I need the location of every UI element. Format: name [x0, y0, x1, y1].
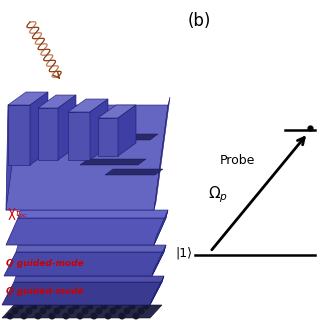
- Circle shape: [44, 302, 52, 309]
- Polygon shape: [80, 159, 146, 165]
- Polygon shape: [98, 118, 118, 156]
- Polygon shape: [68, 99, 108, 112]
- Polygon shape: [16, 245, 166, 252]
- Text: $t_{pc}$: $t_{pc}$: [15, 207, 28, 220]
- Polygon shape: [14, 276, 164, 282]
- Circle shape: [68, 308, 75, 315]
- Circle shape: [62, 313, 69, 319]
- Polygon shape: [18, 210, 168, 218]
- Circle shape: [95, 308, 102, 315]
- Circle shape: [129, 302, 135, 309]
- Polygon shape: [6, 105, 20, 210]
- Polygon shape: [8, 92, 48, 105]
- Polygon shape: [118, 105, 136, 156]
- Circle shape: [53, 308, 60, 315]
- Circle shape: [124, 308, 131, 315]
- Polygon shape: [2, 305, 162, 318]
- Circle shape: [142, 302, 149, 309]
- Polygon shape: [68, 112, 90, 160]
- Polygon shape: [6, 105, 168, 210]
- Circle shape: [118, 313, 125, 319]
- Text: |1⟩: |1⟩: [175, 246, 192, 260]
- Polygon shape: [58, 95, 76, 160]
- Circle shape: [17, 302, 23, 309]
- Circle shape: [105, 313, 111, 319]
- Text: $\Omega_p$: $\Omega_p$: [208, 185, 228, 205]
- Circle shape: [30, 302, 37, 309]
- Circle shape: [26, 308, 33, 315]
- Polygon shape: [4, 252, 164, 276]
- Polygon shape: [152, 245, 166, 276]
- Circle shape: [132, 313, 140, 319]
- Polygon shape: [154, 210, 168, 245]
- Circle shape: [35, 313, 42, 319]
- Circle shape: [73, 302, 79, 309]
- Circle shape: [20, 313, 28, 319]
- Polygon shape: [38, 108, 58, 160]
- Circle shape: [138, 308, 145, 315]
- Polygon shape: [90, 99, 108, 160]
- Circle shape: [86, 302, 93, 309]
- Text: Probe: Probe: [220, 154, 255, 166]
- Polygon shape: [6, 218, 166, 245]
- Circle shape: [100, 302, 108, 309]
- Polygon shape: [2, 282, 162, 305]
- Circle shape: [91, 313, 98, 319]
- Polygon shape: [38, 95, 76, 108]
- Text: Q guided-mode: Q guided-mode: [6, 286, 84, 295]
- Circle shape: [76, 313, 84, 319]
- Polygon shape: [154, 97, 170, 210]
- Polygon shape: [98, 105, 136, 118]
- Polygon shape: [150, 276, 164, 305]
- Polygon shape: [30, 92, 48, 165]
- Polygon shape: [105, 169, 163, 175]
- Polygon shape: [95, 134, 158, 140]
- Circle shape: [109, 308, 116, 315]
- Text: Q guided-mode: Q guided-mode: [6, 260, 84, 268]
- Circle shape: [39, 308, 46, 315]
- Circle shape: [49, 313, 55, 319]
- Circle shape: [59, 302, 66, 309]
- Text: (b): (b): [188, 12, 212, 30]
- Circle shape: [115, 302, 122, 309]
- Circle shape: [6, 313, 13, 319]
- Polygon shape: [8, 105, 30, 165]
- Circle shape: [12, 308, 19, 315]
- Circle shape: [82, 308, 89, 315]
